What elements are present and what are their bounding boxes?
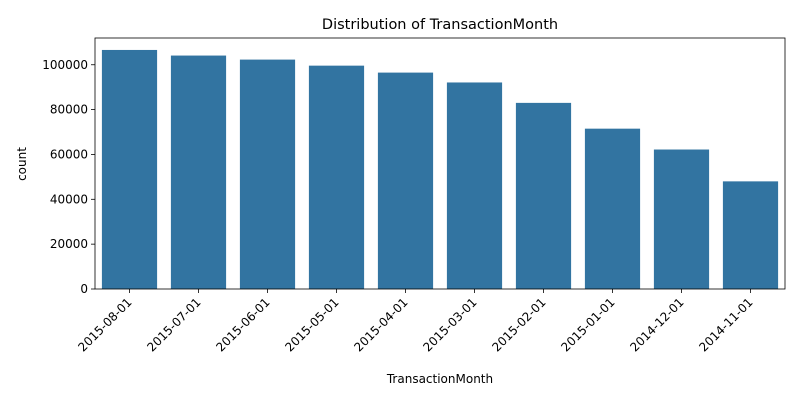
x-tick-label: 2015-03-01: [420, 295, 479, 354]
y-tick-label: 60000: [50, 147, 88, 161]
x-axis: 2015-08-01 2015-07-01 2015-06-01 2015-05-01…: [75, 289, 756, 354]
bar-2015-06-01: [239, 59, 296, 289]
y-axis-label: count: [15, 147, 29, 181]
x-tick-label: 2015-08-01: [75, 295, 134, 354]
bar-2014-12-01: [653, 149, 710, 289]
y-tick-label: 40000: [50, 192, 88, 206]
x-tick-label: 2014-11-01: [696, 295, 755, 354]
x-tick-label: 2015-06-01: [213, 295, 272, 354]
bars-layer: [101, 49, 779, 290]
plot-frame: [94, 37, 786, 290]
x-axis-label: TransactionMonth: [386, 372, 493, 386]
y-axis: 0 20000 40000 60000 80000 100000: [42, 58, 95, 296]
x-tick-label: 2015-01-01: [558, 295, 617, 354]
bar-2015-02-01: [515, 102, 572, 289]
bar-2015-03-01: [446, 82, 503, 290]
bar-2015-01-01: [584, 128, 641, 289]
bar-2015-08-01: [101, 49, 158, 290]
x-tick-label: 2015-07-01: [144, 295, 203, 354]
y-tick-label: 0: [80, 282, 88, 296]
x-tick-label: 2015-05-01: [282, 295, 341, 354]
y-tick-label: 80000: [50, 103, 88, 117]
bar-2015-04-01: [377, 72, 434, 290]
x-tick-label: 2015-04-01: [351, 295, 410, 354]
x-tick-label: 2014-12-01: [627, 295, 686, 354]
bar-2014-11-01: [722, 181, 779, 289]
bar-2015-07-01: [170, 55, 227, 289]
bar-2015-05-01: [308, 65, 365, 289]
chart-title: Distribution of TransactionMonth: [322, 17, 558, 33]
x-tick-label: 2015-02-01: [489, 295, 548, 354]
y-tick-label: 20000: [50, 237, 88, 251]
y-tick-label: 100000: [42, 58, 88, 72]
